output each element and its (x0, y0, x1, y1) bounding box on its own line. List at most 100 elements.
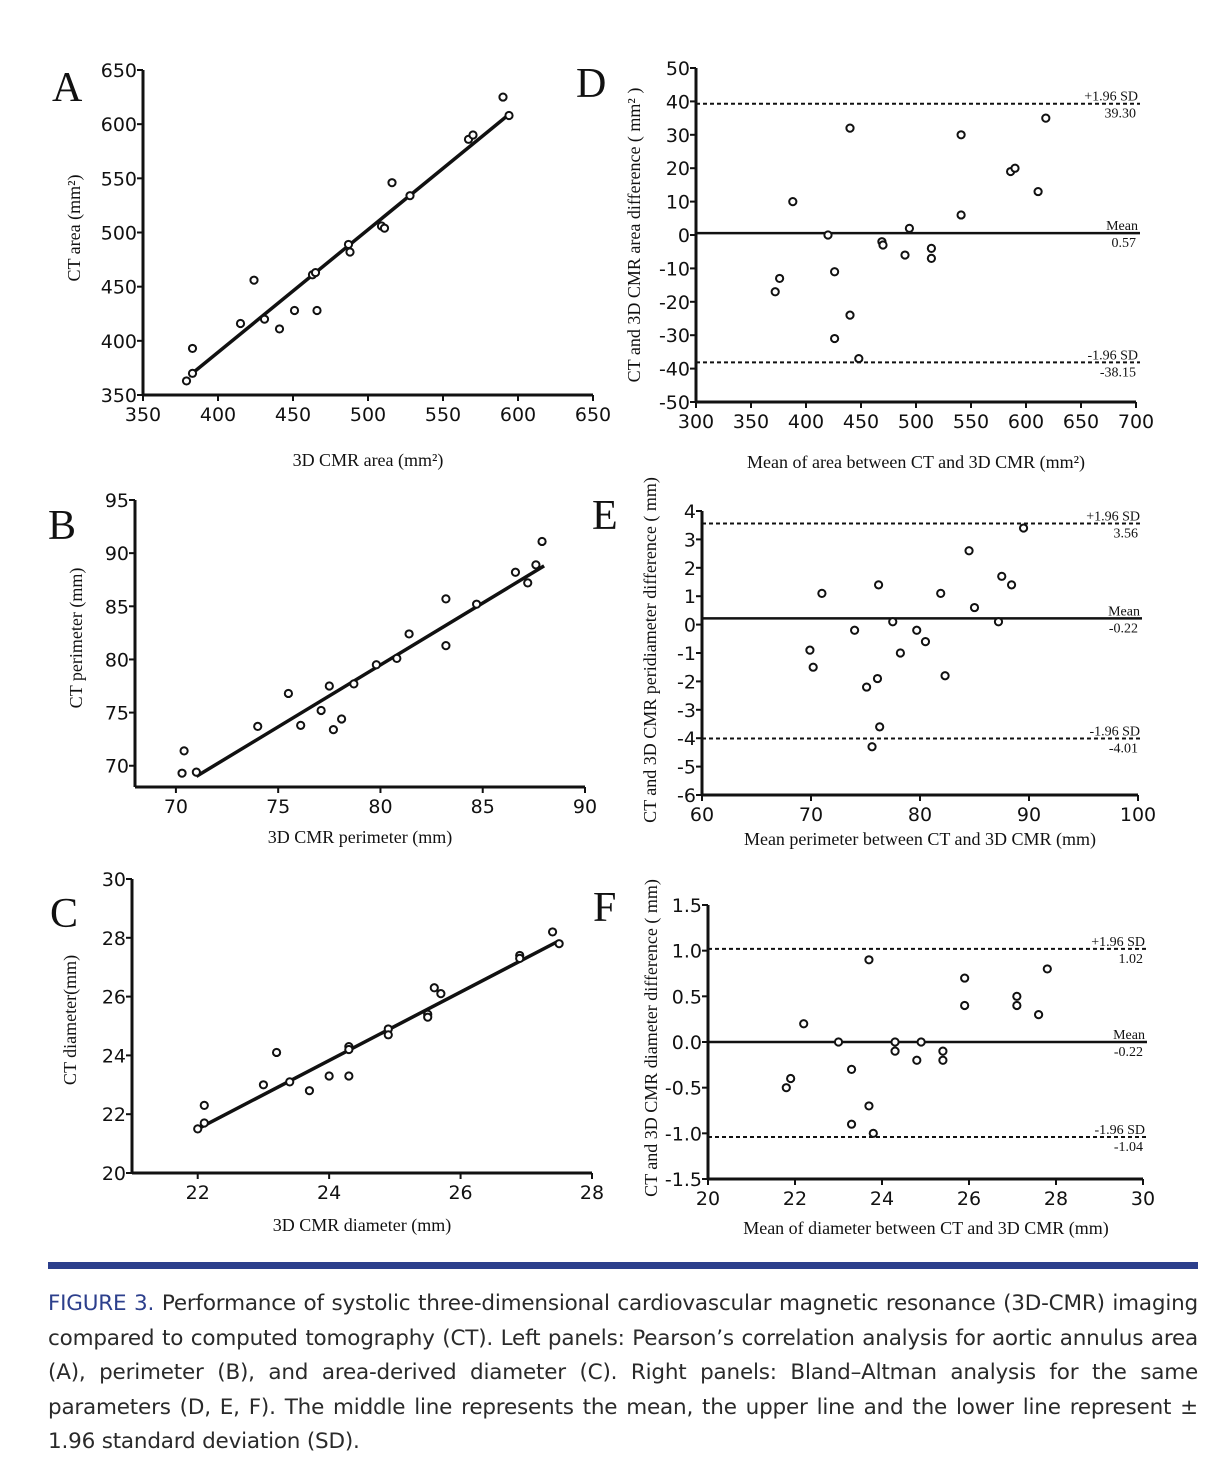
data-point (888, 617, 898, 627)
upper-line-value: 1.02 (1119, 952, 1144, 967)
data-point (805, 645, 815, 655)
mean-line-name: Mean (1108, 604, 1140, 619)
y-tick-label: 1.5 (672, 895, 702, 917)
data-point (523, 578, 533, 588)
data-point (926, 253, 937, 263)
data-point (349, 679, 359, 689)
data-point (920, 637, 931, 647)
data-point (799, 1019, 809, 1029)
y-tick-label: 0.0 (672, 1032, 702, 1054)
data-point (312, 305, 322, 316)
data-point (510, 567, 521, 577)
data-point (324, 1071, 334, 1081)
data-point (531, 560, 541, 570)
y-tick-label: 70 (105, 756, 129, 778)
x-tick-label: 22 (783, 1188, 807, 1210)
regression-line (196, 939, 560, 1131)
data-point (1033, 186, 1043, 197)
y-tick-label: 30 (102, 869, 126, 891)
data-point (316, 705, 326, 716)
data-point (926, 243, 937, 253)
y-tick-label: -20 (659, 292, 690, 314)
y-tick-label: -10 (659, 258, 690, 280)
y-tick-label: 22 (102, 1104, 126, 1126)
lower-line-value: -38.15 (1100, 365, 1136, 380)
data-point (436, 989, 446, 999)
y-tick-label: -1.5 (665, 1169, 702, 1191)
data-point (960, 973, 970, 983)
data-point (1012, 991, 1022, 1001)
lower-line-name: -1.96 SD (1087, 348, 1138, 363)
x-tick-label: 600 (1008, 411, 1044, 433)
data-point (872, 673, 883, 684)
y-tick-label: -4 (677, 728, 696, 750)
y-tick-label: 500 (101, 223, 137, 245)
y-tick-label: -1.0 (665, 1123, 702, 1145)
data-point (537, 536, 547, 547)
panel-f: F 20 22 24 26 28 30 -1.5 -1.0 -0.5 0.0 0.5 1.0 1.5 Mea… (593, 879, 1155, 1239)
caption-text: Performance of systolic three-dimensiona… (48, 1291, 1198, 1454)
data-point (912, 625, 922, 635)
data-point (177, 768, 187, 778)
data-point (993, 617, 1004, 627)
panel-letter: A (52, 65, 83, 111)
data-point (471, 599, 482, 609)
x-axis-title: 3D CMR perimeter (mm) (268, 827, 452, 848)
y-tick-label: -2 (677, 671, 696, 693)
y-tick-label: -6 (677, 785, 696, 807)
y-tick-label: 95 (105, 490, 129, 512)
x-tick-label: 85 (471, 796, 495, 818)
data-point (249, 275, 259, 285)
data-point (191, 767, 201, 777)
panel-b: B 70 75 80 85 90 70 75 80 85 90 95 3D CMR perimeter … (48, 490, 597, 848)
y-tick-label: 400 (101, 331, 137, 353)
y-axis-title: CT and 3D CMR peridiameter difference ( … (640, 477, 661, 823)
data-point (441, 594, 451, 604)
data-point (890, 1046, 900, 1056)
x-tick-label: 500 (898, 411, 934, 433)
data-point (781, 1083, 791, 1093)
y-tick-label: 40 (666, 91, 690, 113)
data-point (845, 123, 855, 133)
x-tick-label: 22 (186, 1182, 210, 1204)
data-point (468, 130, 478, 140)
upper-line-value: 3.56 (1114, 526, 1139, 541)
figure-caption: FIGURE 3. Performance of systolic three-… (48, 1287, 1198, 1460)
x-tick-label: 650 (1063, 411, 1099, 433)
y-tick-label: 75 (105, 703, 129, 725)
x-tick-label: 450 (275, 404, 311, 426)
panel-e: E 60 70 80 90 100 -6 -5 -4 -3 -2 -1 0 1 2 3 4 Mean perime… (592, 477, 1156, 850)
data-point (916, 1037, 926, 1047)
mean-line-value: 0.57 (1112, 236, 1137, 251)
data-point (775, 273, 785, 284)
panel-c: C 22 24 26 28 20 22 24 26 28 30 3D CMR diameter (mm… (50, 869, 604, 1236)
lower-line-name: -1.96 SD (1094, 1123, 1145, 1138)
data-point (846, 1064, 857, 1075)
data-point (912, 1055, 922, 1065)
y-tick-label: 0 (684, 615, 696, 637)
y-tick-label: 90 (105, 543, 129, 565)
data-point (997, 571, 1007, 581)
y-tick-label: 80 (105, 649, 129, 671)
data-point (259, 314, 270, 324)
data-point (404, 629, 414, 639)
mean-line-value: -0.22 (1109, 621, 1138, 636)
x-tick-label: 70 (164, 796, 188, 818)
data-point (344, 1044, 354, 1055)
data-point (405, 191, 415, 201)
data-point (830, 333, 840, 344)
y-axis-title: CT perimeter (mm) (66, 568, 87, 709)
data-point (554, 939, 564, 949)
data-point (956, 130, 966, 140)
data-point (423, 1012, 433, 1022)
x-tick-label: 100 (1120, 804, 1156, 826)
data-point (940, 671, 950, 681)
y-tick-label: -0.5 (665, 1078, 702, 1100)
data-point (441, 641, 451, 651)
x-tick-label: 70 (799, 804, 823, 826)
data-point (336, 714, 347, 724)
data-point (515, 953, 525, 963)
x-axis-title: Mean perimeter between CT and 3D CMR (mm… (744, 829, 1096, 850)
